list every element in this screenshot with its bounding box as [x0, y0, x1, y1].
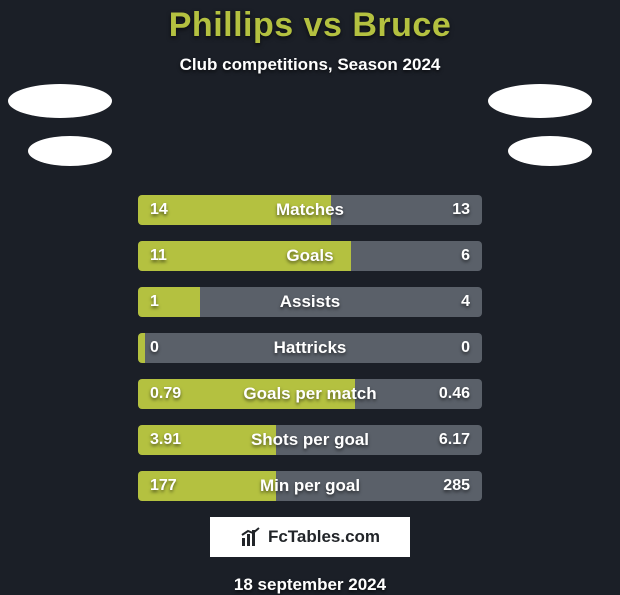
stat-row: Min per goal177 285	[138, 471, 482, 501]
stat-row-label: Goals per match	[138, 379, 482, 409]
stat-row-left-value: 3.91	[150, 425, 181, 455]
branding-text: FcTables.com	[268, 527, 380, 547]
stat-row-right-value: 285	[443, 471, 470, 501]
badges-svg	[0, 75, 620, 195]
stat-row: Goals per match0.79 0.46	[138, 379, 482, 409]
stat-row-left-value: 14	[150, 195, 168, 225]
badge-ellipse	[488, 84, 592, 118]
stat-row: Goals11 6	[138, 241, 482, 271]
stat-row-label: Assists	[138, 287, 482, 317]
comparison-rows: Matches1413Goals116Assists14Hattricks00G…	[138, 195, 482, 501]
date-label: 18 september 2024	[0, 575, 620, 595]
stat-row-label: Shots per goal	[138, 425, 482, 455]
badge-ellipse	[508, 136, 592, 166]
stat-row-left-value: 0	[150, 333, 159, 363]
stat-row: Hattricks0 0	[138, 333, 482, 363]
stat-row-label: Min per goal	[138, 471, 482, 501]
stat-row-label: Matches	[138, 195, 482, 225]
stat-row-left-value: 1	[150, 287, 159, 317]
stat-row-right-value: 13	[452, 195, 470, 225]
badge-ellipse	[8, 84, 112, 118]
stat-row-left-value: 11	[150, 241, 167, 271]
stat-row: Matches14 13	[138, 195, 482, 225]
stat-row-right-value: 0.46	[439, 379, 470, 409]
stat-row: Assists1 4	[138, 287, 482, 317]
stat-row-left-value: 0.79	[150, 379, 181, 409]
stat-row-right-value: 0	[461, 333, 470, 363]
stat-row-right-value: 6.17	[439, 425, 470, 455]
stat-row-label: Hattricks	[138, 333, 482, 363]
branding-box: FcTables.com	[210, 517, 410, 557]
stat-row-label: Goals	[138, 241, 482, 271]
chart-icon	[240, 526, 262, 548]
badge-strip	[0, 75, 620, 195]
stat-row-right-value: 6	[461, 241, 470, 271]
stat-row-left-value: 177	[150, 471, 177, 501]
page-title: Phillips vs Bruce	[0, 6, 620, 45]
badge-ellipse	[28, 136, 112, 166]
subtitle: Club competitions, Season 2024	[0, 55, 620, 75]
stat-row: Shots per goal3.91 6.17	[138, 425, 482, 455]
stat-row-right-value: 4	[461, 287, 470, 317]
